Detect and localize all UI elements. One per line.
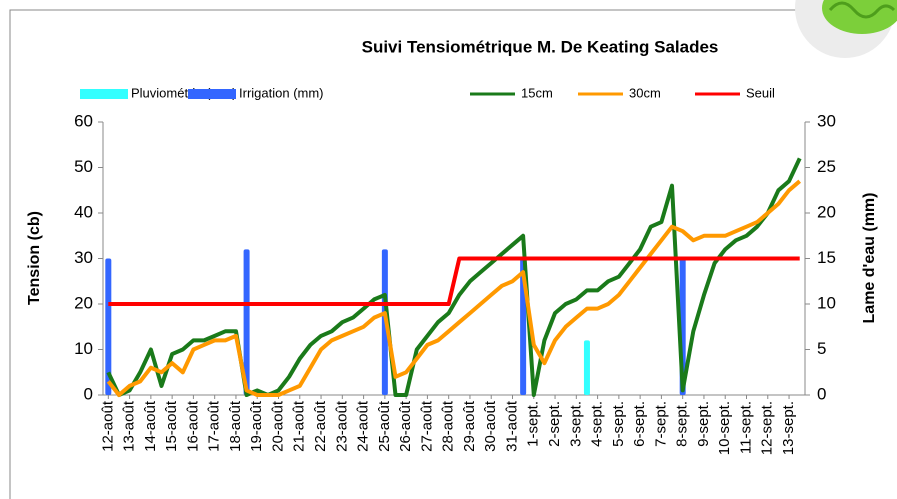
- x-tick-label: 25-août: [376, 400, 393, 452]
- x-tick-label: 7-sept.: [652, 401, 669, 447]
- legend-label: 30cm: [629, 85, 661, 100]
- x-tick-label: 21-août: [291, 400, 308, 452]
- x-tick-label: 1-sept.: [525, 401, 542, 447]
- y-tick-label: 30: [74, 248, 93, 267]
- y2-axis-title: Lame d'eau (mm): [861, 193, 878, 324]
- y-tick-label: 20: [74, 293, 93, 312]
- page: {"chart_data": { "type": "line", "title"…: [0, 0, 897, 499]
- x-tick-label: 10-sept.: [716, 401, 733, 455]
- x-tick-label: 12-sept.: [759, 401, 776, 455]
- x-tick-label: 22-août: [312, 400, 329, 452]
- y2-tick-label: 5: [817, 339, 826, 358]
- x-tick-label: 26-août: [397, 400, 414, 452]
- x-tick-label: 23-août: [333, 400, 350, 452]
- y2-tick-label: 10: [817, 293, 836, 312]
- x-tick-label: 30-août: [482, 400, 499, 452]
- y-tick-label: 40: [74, 202, 93, 221]
- x-tick-label: 16-août: [184, 400, 201, 452]
- y-tick-label: 60: [74, 111, 93, 130]
- chart: Suivi Tensiométrique M. De Keating Salad…: [0, 0, 897, 499]
- x-tick-label: 4-sept.: [589, 401, 606, 447]
- x-tick-label: 18-août: [227, 400, 244, 452]
- x-tick-label: 12-août: [99, 400, 116, 452]
- y2-tick-label: 30: [817, 111, 836, 130]
- y2-tick-label: 0: [817, 384, 826, 403]
- x-tick-label: 2-sept.: [546, 401, 563, 447]
- legend-swatch: [188, 89, 236, 99]
- y2-tick-label: 25: [817, 157, 836, 176]
- x-tick-label: 28-août: [440, 400, 457, 452]
- y-tick-label: 10: [74, 339, 93, 358]
- x-tick-label: 14-août: [142, 400, 159, 452]
- x-tick-label: 29-août: [461, 400, 478, 452]
- x-tick-label: 8-sept.: [674, 401, 691, 447]
- y-axis-title: Tension (cb): [26, 211, 43, 305]
- x-tick-label: 31-août: [503, 400, 520, 452]
- legend-label: 15cm: [521, 85, 553, 100]
- chart-title: Suivi Tensiométrique M. De Keating Salad…: [362, 37, 719, 56]
- x-tick-label: 9-sept.: [695, 401, 712, 447]
- x-tick-label: 5-sept.: [610, 401, 627, 447]
- x-tick-label: 11-sept.: [737, 401, 754, 454]
- x-tick-label: 13-août: [121, 400, 138, 452]
- y-tick-label: 50: [74, 157, 93, 176]
- legend-label: Seuil: [746, 85, 775, 100]
- legend-swatch: [80, 89, 128, 99]
- x-tick-label: 19-août: [248, 400, 265, 452]
- x-tick-label: 3-sept.: [567, 401, 584, 447]
- x-tick-label: 15-août: [163, 400, 180, 452]
- bar: [584, 340, 590, 395]
- legend-label: Irrigation (mm): [239, 85, 324, 100]
- y2-tick-label: 15: [817, 248, 836, 267]
- x-tick-label: 6-sept.: [631, 401, 648, 447]
- x-tick-label: 13-sept.: [780, 401, 797, 455]
- x-tick-label: 27-août: [418, 400, 435, 452]
- x-tick-label: 17-août: [206, 400, 223, 452]
- y2-tick-label: 20: [817, 202, 836, 221]
- salad-icon: [795, 0, 897, 58]
- y-tick-label: 0: [84, 384, 93, 403]
- line: [108, 259, 799, 305]
- x-tick-label: 24-août: [355, 400, 372, 452]
- x-tick-label: 20-août: [269, 400, 286, 452]
